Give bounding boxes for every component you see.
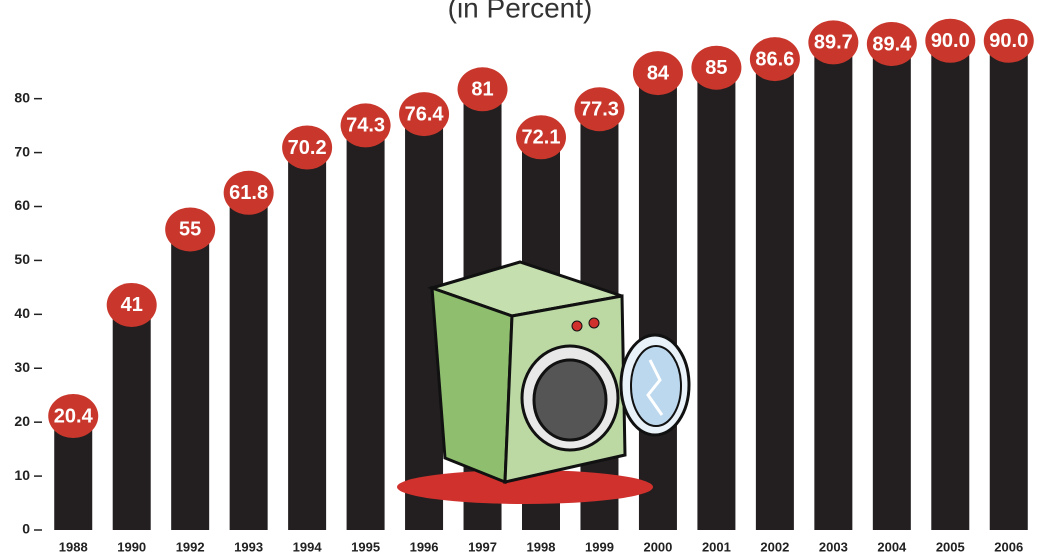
bar — [872, 47, 911, 531]
y-tick-label: 20 — [14, 413, 30, 429]
x-tick-label: 1990 — [117, 539, 146, 554]
value-label-badge — [749, 37, 800, 82]
value-label-badge — [282, 125, 333, 170]
value-label: 61.8 — [229, 182, 268, 204]
x-tick-label: 2006 — [994, 539, 1023, 554]
value-label-badge — [866, 21, 917, 66]
bar — [755, 63, 794, 531]
value-label: 70.2 — [288, 137, 327, 159]
value-label: 85 — [705, 57, 727, 79]
value-label: 20.4 — [54, 405, 94, 427]
value-label-badge — [223, 170, 274, 215]
x-tick-label: 1988 — [59, 539, 88, 554]
bar — [931, 44, 970, 530]
plot-area: 0 10 20 30 40 50 60 70 80 1988 20.4 1990 41 1992 55 199… — [14, 18, 1034, 554]
x-tick-label: 2002 — [760, 539, 789, 554]
y-tick-label: 60 — [14, 197, 30, 213]
value-label: 86.6 — [755, 48, 794, 70]
value-label: 77.3 — [580, 99, 619, 121]
value-label: 76.4 — [405, 103, 445, 125]
value-label: 84 — [647, 62, 670, 84]
value-label: 55 — [179, 219, 201, 241]
y-tick-label: 30 — [14, 359, 30, 375]
value-label-badge — [925, 18, 976, 63]
bar — [697, 71, 736, 531]
y-tick-label: 50 — [14, 251, 30, 267]
value-label: 72.1 — [522, 127, 561, 149]
x-tick-label: 1995 — [351, 539, 380, 554]
value-label-badge — [691, 45, 742, 90]
value-label: 41 — [121, 294, 143, 316]
value-label-badge — [457, 67, 508, 112]
x-tick-label: 1994 — [293, 539, 323, 554]
bar — [638, 77, 677, 531]
value-label-badge — [516, 115, 566, 160]
x-tick-label: 1993 — [234, 539, 263, 554]
bar — [989, 44, 1028, 530]
x-tick-label: 2000 — [643, 539, 672, 554]
x-tick-label: 1999 — [585, 539, 614, 554]
value-label-badge — [165, 207, 216, 252]
value-label: 89.7 — [814, 32, 853, 54]
value-label-badge — [106, 282, 157, 327]
x-tick-label: 2003 — [819, 539, 848, 554]
chart-title: (in Percent) — [448, 0, 593, 23]
y-tick-label: 10 — [14, 467, 30, 483]
value-label-badge — [574, 87, 625, 132]
value-label-badge — [808, 20, 859, 65]
value-label-badge — [399, 92, 450, 137]
value-label: 81 — [471, 79, 493, 101]
y-tick-label: 40 — [14, 305, 30, 321]
x-tick-label: 2004 — [877, 539, 907, 554]
value-label: 90.0 — [989, 30, 1028, 52]
x-tick-label: 1996 — [410, 539, 439, 554]
value-label-badge — [983, 18, 1034, 63]
y-tick-label: 70 — [14, 143, 30, 159]
bar — [288, 151, 327, 530]
value-label-badge — [48, 394, 99, 439]
x-tick-label: 1998 — [527, 539, 556, 554]
x-tick-label: 2005 — [936, 539, 965, 554]
y-tick-label: 80 — [14, 89, 30, 105]
value-label: 89.4 — [872, 33, 912, 55]
x-tick-label: 1992 — [176, 539, 205, 554]
bar — [112, 308, 151, 530]
value-label-badge — [632, 51, 683, 96]
value-label: 90.0 — [931, 30, 970, 52]
bar — [229, 196, 268, 530]
washing-machine-illustration — [397, 260, 691, 504]
bar — [814, 46, 853, 531]
value-label: 74.3 — [346, 115, 385, 137]
x-tick-label: 2001 — [702, 539, 731, 554]
x-tick-label: 1997 — [468, 539, 497, 554]
value-label-badge — [340, 103, 391, 148]
bar — [171, 233, 210, 530]
y-tick-label: 0 — [22, 521, 30, 537]
bar — [346, 129, 385, 531]
bar — [54, 420, 93, 530]
